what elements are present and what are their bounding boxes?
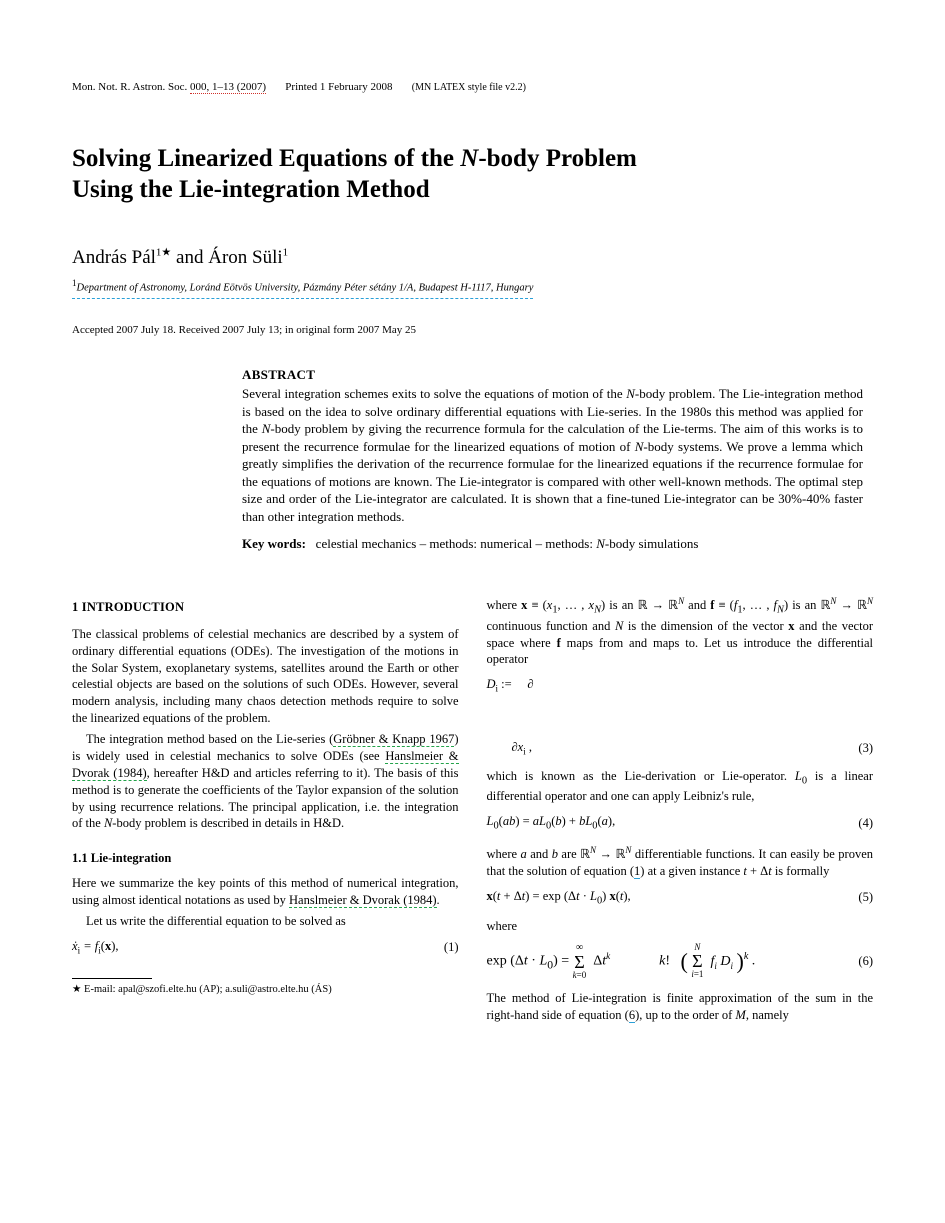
affiliation-line: 1Department of Astronomy, Loránd Eötvös … [72, 277, 873, 323]
ref-grobner-knapp[interactable]: Gröbner & Knapp 1967 [333, 732, 454, 747]
equation-1-row: ẋi = fi(x), (1) [72, 938, 459, 957]
left-column: 1 INTRODUCTION The classical problems of… [72, 595, 459, 1028]
running-head: Mon. Not. R. Astron. Soc. 000, 1–13 (200… [72, 80, 873, 95]
equation-5-row: x(t + Δt) = exp (Δt · L0) x(t), (5) [487, 888, 874, 909]
equation-6: exp (Δt · L0) = ∞ Σ k=0 Δtk k! ( N Σ i=1… [487, 943, 846, 980]
abstract-heading: ABSTRACT [242, 366, 863, 384]
right-column: where x ≡ (x1, … , xN) is an ℝ → ℝN and … [487, 595, 874, 1028]
equation-6-number: (6) [845, 953, 873, 970]
affil-text: Department of Astronomy, Loránd Eötvös U… [77, 282, 534, 293]
equation-5: x(t + Δt) = exp (Δt · L0) x(t), [487, 888, 846, 909]
intro-p1: The classical problems of celestial mech… [72, 626, 459, 727]
right-p4: where [487, 918, 874, 935]
keywords-label: Key words: [242, 536, 306, 551]
equation-4: L0(ab) = aL0(b) + bL0(a), [487, 813, 846, 834]
section-1-heading: 1 INTRODUCTION [72, 599, 459, 616]
ref-eq-6[interactable]: 6 [629, 1008, 635, 1023]
ref-hanslmeier-dvorak-2[interactable]: Hanslmeier & Dvorak (1984) [289, 893, 437, 908]
vol-pages: 000, 1–13 (2007) [190, 81, 266, 94]
abstract-body: Several integration schemes exits to sol… [242, 385, 863, 525]
lie-p1: Here we summarize the key points of this… [72, 875, 459, 909]
author-and: and [176, 247, 208, 268]
equation-4-row: L0(ab) = aL0(b) + bL0(a), (4) [487, 813, 874, 834]
equation-3b: ∂xi , [487, 739, 846, 758]
subsection-1-1-heading: 1.1 Lie-integration [72, 850, 459, 867]
equation-6-row: exp (Δt · L0) = ∞ Σ k=0 Δtk k! ( N Σ i=1… [487, 943, 874, 980]
print-date: Printed 1 February 2008 [285, 81, 392, 93]
right-p2: which is known as the Lie-derivation or … [487, 768, 874, 805]
keywords-text: celestial mechanics – methods: numerical… [309, 536, 698, 551]
equation-4-number: (4) [845, 815, 873, 832]
author-1: András Pál [72, 247, 156, 268]
equation-gap [487, 697, 874, 731]
abstract-block: ABSTRACT Several integration schemes exi… [242, 366, 863, 553]
footnote-rule [72, 978, 152, 979]
right-p3: where a and b are ℝN → ℝN differentiable… [487, 844, 874, 880]
author-2: Áron Süli [208, 247, 282, 268]
corresponding-footnote: ★ E-mail: apal@szofi.elte.hu (AP); a.sul… [72, 983, 459, 997]
style-file-note: (MN LATEX style file v2.2) [412, 82, 526, 93]
intro-p2: The integration method based on the Lie-… [72, 731, 459, 832]
intro-p2a: The integration method based on the Lie-… [86, 732, 333, 746]
right-p5: The method of Lie-integration is finite … [487, 990, 874, 1024]
accepted-dates: Accepted 2007 July 18. Received 2007 Jul… [72, 323, 873, 338]
paper-title: Solving Linearized Equations of the N-bo… [72, 143, 873, 206]
equation-3a-row: Di := ∂ [487, 676, 874, 695]
equation-1-number: (1) [431, 939, 459, 956]
lie-p1b: . [437, 893, 440, 907]
equation-3b-row: ∂xi , (3) [487, 739, 874, 758]
author-line: András Pál1★ and Áron Süli1 [72, 245, 873, 271]
equation-1: ẋi = fi(x), [72, 938, 431, 957]
author-2-affil: 1 [283, 247, 289, 259]
lie-p2: Let us write the differential equation t… [72, 913, 459, 930]
keywords-line: Key words: celestial mechanics – methods… [242, 535, 863, 553]
right-p1: where x ≡ (x1, … , xN) is an ℝ → ℝN and … [487, 595, 874, 668]
equation-3-number: (3) [845, 740, 873, 757]
equation-3a: Di := ∂ [487, 676, 846, 695]
equation-5-number: (5) [845, 889, 873, 906]
journal-name: Mon. Not. R. Astron. Soc. [72, 81, 187, 93]
ref-eq-1[interactable]: 1 [634, 864, 640, 879]
body-columns: 1 INTRODUCTION The classical problems of… [72, 595, 873, 1028]
author-1-affil: 1★ [156, 247, 171, 259]
